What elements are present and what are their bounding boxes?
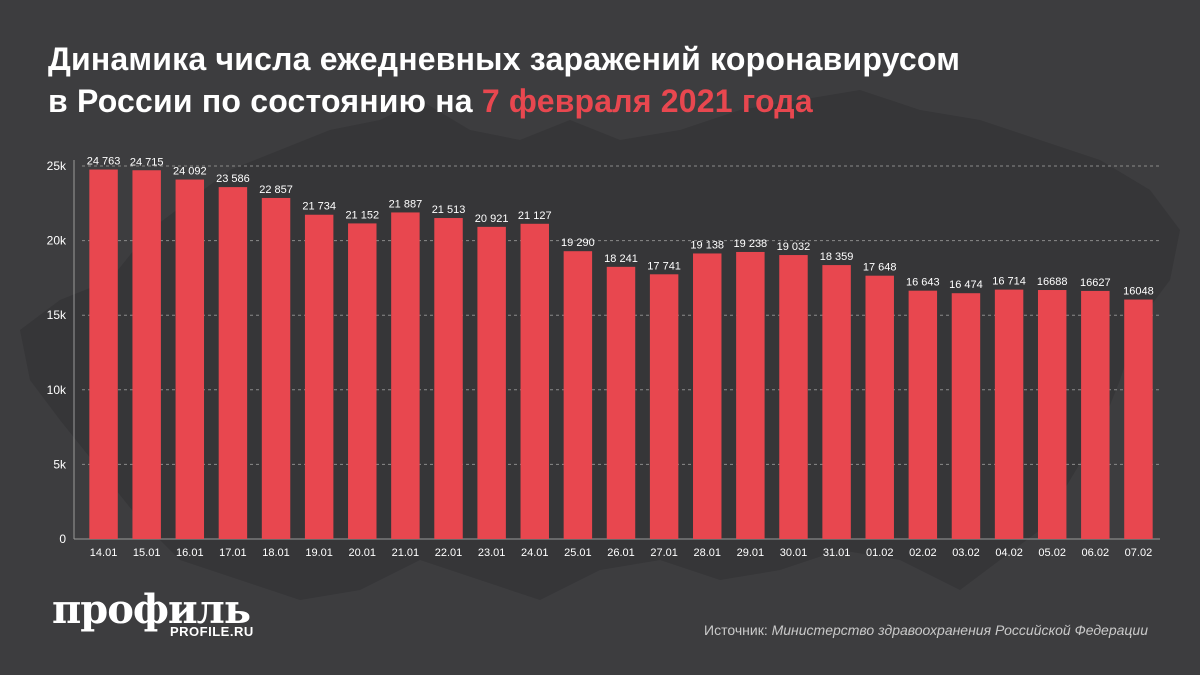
title-line-1: Динамика числа ежедневных заражений коро…	[48, 41, 961, 77]
x-tick-label: 17.01	[219, 547, 247, 559]
bar	[434, 218, 463, 539]
bar-value-label: 21 887	[389, 198, 423, 210]
bar	[563, 251, 593, 539]
source-text: Министерство здравоохранения Российской …	[771, 622, 1148, 638]
bar-value-label: 24 092	[173, 166, 207, 178]
bar	[132, 170, 161, 539]
x-tick-label: 28.01	[693, 547, 721, 559]
y-tick-label: 5k	[53, 457, 67, 471]
bar-value-label: 18 359	[820, 251, 854, 263]
bar-value-label: 24 763	[87, 156, 121, 168]
bar	[1037, 290, 1067, 539]
bar-value-label: 21 734	[302, 201, 336, 213]
bar-value-label: 17 648	[863, 262, 897, 274]
bar-value-label: 16 643	[906, 277, 940, 289]
x-tick-label: 15.01	[133, 547, 161, 559]
x-tick-label: 27.01	[650, 547, 678, 559]
bar-value-label: 19 290	[561, 237, 595, 249]
x-tick-label: 02.02	[909, 547, 937, 559]
bar	[175, 179, 205, 539]
source-label: Источник:	[704, 622, 768, 638]
bars	[89, 169, 1153, 540]
bar-value-label: 16627	[1080, 277, 1111, 289]
source-note: Источник: Министерство здравоохранения Р…	[704, 622, 1148, 638]
bar	[391, 212, 420, 539]
bar	[822, 265, 851, 539]
bar	[606, 266, 636, 539]
x-tick-label: 19.01	[305, 547, 333, 559]
x-tick-label: 03.02	[952, 547, 980, 559]
y-tick-label: 15k	[47, 308, 67, 322]
bar	[261, 197, 291, 539]
x-tick-label: 14.01	[90, 547, 118, 559]
bar	[1124, 299, 1153, 539]
bar-value-label: 19 032	[777, 241, 811, 253]
x-tick-label: 01.02	[866, 547, 894, 559]
bar	[865, 275, 894, 539]
bar	[908, 290, 938, 539]
x-tick-label: 23.01	[478, 547, 506, 559]
x-tick-label: 30.01	[780, 547, 808, 559]
bar	[779, 255, 808, 540]
bar-value-label: 18 241	[604, 253, 638, 265]
profile-logo: профиль PROFILE.RU	[52, 586, 253, 640]
x-tick-label: 29.01	[737, 547, 765, 559]
bar-value-label: 21 127	[518, 210, 552, 222]
y-tick-label: 20k	[47, 234, 67, 248]
bar	[649, 274, 679, 539]
bar-value-label: 23 586	[216, 173, 250, 185]
bar-value-label: 16048	[1123, 286, 1154, 298]
x-tick-label: 20.01	[349, 547, 377, 559]
bar	[693, 253, 722, 539]
x-tick-label: 26.01	[607, 547, 635, 559]
bar-value-label: 22 857	[259, 184, 293, 196]
bar-value-label: 21 513	[432, 204, 466, 216]
x-tick-label: 06.02	[1082, 547, 1110, 559]
x-tick-label: 18.01	[262, 547, 290, 559]
x-tick-label: 05.02	[1038, 547, 1066, 559]
bar-value-label: 16 714	[992, 276, 1026, 288]
bar	[89, 169, 118, 539]
y-axis-ticks: 0 5k 10k 15k 20k 25k	[47, 159, 67, 546]
x-tick-label: 21.01	[392, 547, 420, 559]
bar	[520, 223, 549, 539]
bar-value-label: 16688	[1037, 276, 1068, 288]
x-tick-label: 31.01	[823, 547, 851, 559]
logo-url: PROFILE.RU	[170, 624, 254, 639]
y-tick-label: 25k	[47, 159, 67, 173]
bar	[218, 187, 248, 540]
bar-value-label: 17 741	[647, 260, 681, 272]
bar-value-label: 19 138	[690, 239, 724, 251]
bar-value-label: 19 238	[734, 238, 768, 250]
bar	[304, 214, 334, 540]
title-line-2: в России по состоянию на 7 февраля 2021 …	[48, 80, 1168, 122]
bar	[348, 223, 377, 539]
logo-wordmark: профиль	[52, 586, 251, 633]
bar-value-label: 16 474	[949, 279, 983, 291]
x-tick-label: 25.01	[564, 547, 592, 559]
x-tick-label: 16.01	[176, 547, 204, 559]
x-tick-label: 24.01	[521, 547, 549, 559]
bar-value-label: 20 921	[475, 213, 509, 225]
chart-title: Динамика числа ежедневных заражений коро…	[48, 38, 1168, 122]
x-axis-ticks: 14.01 15.01 16.01 17.01 18.01 19.01 20.01 21.01…	[90, 547, 1152, 559]
bar	[477, 226, 506, 539]
y-tick-label: 0	[59, 532, 66, 546]
bar-value-label: 21 152	[345, 209, 379, 221]
y-tick-label: 10k	[47, 383, 67, 397]
bar	[951, 293, 981, 539]
bar	[994, 289, 1024, 539]
title-line-2-prefix: в России по состоянию на	[48, 83, 482, 119]
bar	[736, 251, 765, 539]
x-tick-label: 07.02	[1125, 547, 1153, 559]
x-tick-label: 04.02	[995, 547, 1023, 559]
bar-value-labels: 24 763 24 715 24 092 23 586 22 857 21 734 21 1…	[87, 156, 1154, 298]
bar	[1081, 290, 1110, 539]
x-tick-label: 22.01	[435, 547, 463, 559]
bar-value-label: 24 715	[130, 156, 164, 168]
title-date-accent: 7 февраля 2021 года	[481, 83, 813, 119]
